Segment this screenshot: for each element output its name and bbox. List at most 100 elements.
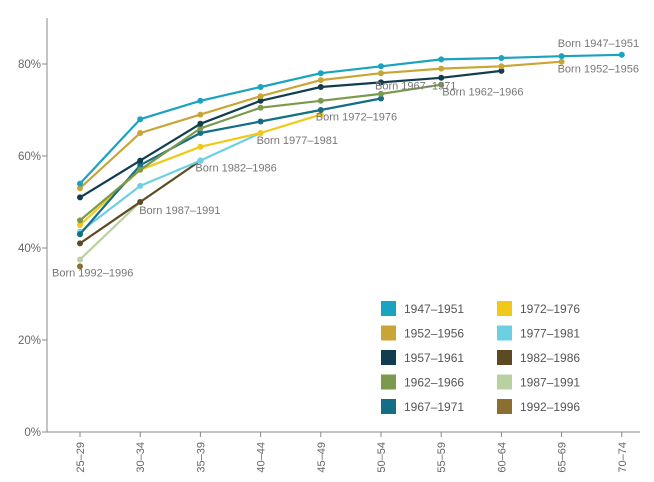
data-point bbox=[77, 231, 83, 238]
x-tick-label: 65–69 bbox=[557, 442, 569, 473]
legend: 1947–1951 1952–1956 1957–1961 1962–1966 1967… bbox=[381, 301, 580, 414]
data-point bbox=[257, 104, 264, 111]
legend-label: 1947–1951 bbox=[404, 302, 464, 316]
series-line bbox=[79, 69, 502, 199]
series-line bbox=[79, 132, 262, 233]
series-lines bbox=[77, 51, 625, 270]
data-point bbox=[618, 51, 625, 58]
data-point bbox=[438, 74, 445, 81]
data-point bbox=[558, 58, 565, 65]
legend-item: 1952–1956 bbox=[381, 325, 464, 341]
data-point bbox=[77, 263, 83, 270]
data-point bbox=[317, 107, 324, 113]
legend-item: 1972–1976 bbox=[497, 301, 580, 316]
data-point bbox=[77, 256, 83, 263]
data-point bbox=[77, 194, 83, 201]
series-1992-1996 bbox=[77, 263, 83, 270]
data-point bbox=[77, 180, 83, 187]
data-point bbox=[77, 240, 83, 247]
legend-item: 1987–1991 bbox=[497, 374, 580, 390]
series-annotation: Born 1972–1976 bbox=[316, 112, 397, 124]
series-1967-1971 bbox=[77, 95, 384, 238]
legend-swatch bbox=[497, 325, 512, 341]
data-point bbox=[498, 55, 505, 62]
data-point bbox=[137, 199, 144, 205]
legend-swatch bbox=[497, 350, 512, 365]
legend-label: 1972–1976 bbox=[520, 302, 580, 316]
legend-swatch bbox=[497, 399, 512, 414]
series-annotation: Born 1987–1991 bbox=[139, 205, 220, 217]
legend-item: 1977–1981 bbox=[497, 325, 580, 341]
data-point bbox=[137, 130, 144, 136]
legend-item: 1992–1996 bbox=[497, 399, 580, 414]
series-annotation: Born 1992–1996 bbox=[52, 267, 133, 279]
series-line bbox=[79, 97, 382, 235]
y-tick-label: 40% bbox=[18, 243, 41, 255]
data-point bbox=[197, 143, 204, 150]
series-line bbox=[79, 53, 622, 185]
axes: 0% 20% 40% 60% 80% 25–29 30–34 35–39 40–44 45–49 5… bbox=[18, 18, 640, 473]
data-point bbox=[317, 84, 324, 90]
series-1952-1956 bbox=[77, 58, 565, 192]
data-point bbox=[378, 63, 384, 70]
legend-swatch bbox=[381, 399, 396, 414]
data-point bbox=[137, 116, 144, 123]
data-point bbox=[378, 90, 384, 97]
legend-swatch bbox=[497, 374, 512, 390]
data-point bbox=[317, 111, 324, 118]
x-tick-label: 70–74 bbox=[617, 442, 629, 473]
legend-swatch bbox=[381, 325, 396, 341]
x-tick-label: 50–54 bbox=[376, 442, 388, 473]
data-point bbox=[137, 162, 144, 169]
x-tick-label: 60–64 bbox=[496, 442, 508, 473]
legend-item: 1957–1961 bbox=[381, 350, 464, 365]
data-point bbox=[197, 125, 204, 132]
legend-item: 1967–1971 bbox=[381, 399, 464, 414]
legend-item: 1962–1966 bbox=[381, 374, 464, 390]
legend-label: 1982–1986 bbox=[520, 351, 580, 365]
series-1947-1951 bbox=[77, 51, 625, 187]
series-1957-1961 bbox=[77, 67, 505, 201]
data-point bbox=[257, 130, 264, 136]
data-point bbox=[137, 182, 144, 189]
series-1962-1966 bbox=[77, 81, 445, 224]
legend-label: 1957–1961 bbox=[404, 351, 464, 365]
legend-label: 1977–1981 bbox=[520, 327, 580, 341]
y-tick-label: 60% bbox=[18, 151, 41, 163]
legend-label: 1992–1996 bbox=[520, 400, 580, 414]
data-point bbox=[438, 65, 445, 72]
legend-label: 1987–1991 bbox=[520, 376, 580, 390]
x-tick-label: 55–59 bbox=[436, 442, 448, 473]
series-annotation: Born 1947–1951 bbox=[558, 38, 639, 50]
data-point bbox=[558, 53, 565, 60]
legend-item: 1982–1986 bbox=[497, 350, 580, 365]
series-annotation: Born 1982–1986 bbox=[195, 163, 276, 175]
data-point bbox=[137, 157, 144, 164]
data-point bbox=[257, 93, 264, 100]
y-tick-label: 0% bbox=[24, 427, 41, 439]
data-point bbox=[498, 67, 505, 74]
x-tick-label: 25–29 bbox=[75, 442, 87, 473]
y-tick-label: 80% bbox=[18, 59, 41, 71]
data-point bbox=[137, 166, 144, 173]
x-tick-label: 45–49 bbox=[316, 442, 328, 473]
data-point bbox=[77, 217, 83, 224]
data-point bbox=[197, 157, 204, 164]
data-point bbox=[197, 120, 204, 127]
data-point bbox=[257, 118, 264, 125]
legend-label: 1962–1966 bbox=[404, 376, 464, 390]
x-tick-label: 30–34 bbox=[135, 442, 147, 473]
legend-item: 1947–1951 bbox=[381, 301, 464, 316]
legend-label: 1967–1971 bbox=[404, 400, 464, 414]
data-point bbox=[378, 95, 384, 102]
x-tick-label: 35–39 bbox=[195, 442, 207, 473]
data-point bbox=[378, 70, 384, 77]
data-point bbox=[438, 56, 445, 63]
data-point bbox=[317, 77, 324, 84]
data-point bbox=[317, 97, 324, 104]
legend-swatch bbox=[381, 374, 396, 390]
series-annotation: Born 1952–1956 bbox=[558, 64, 639, 76]
series-annotation: Born 1967–1971 bbox=[375, 81, 456, 93]
data-point bbox=[317, 70, 324, 77]
